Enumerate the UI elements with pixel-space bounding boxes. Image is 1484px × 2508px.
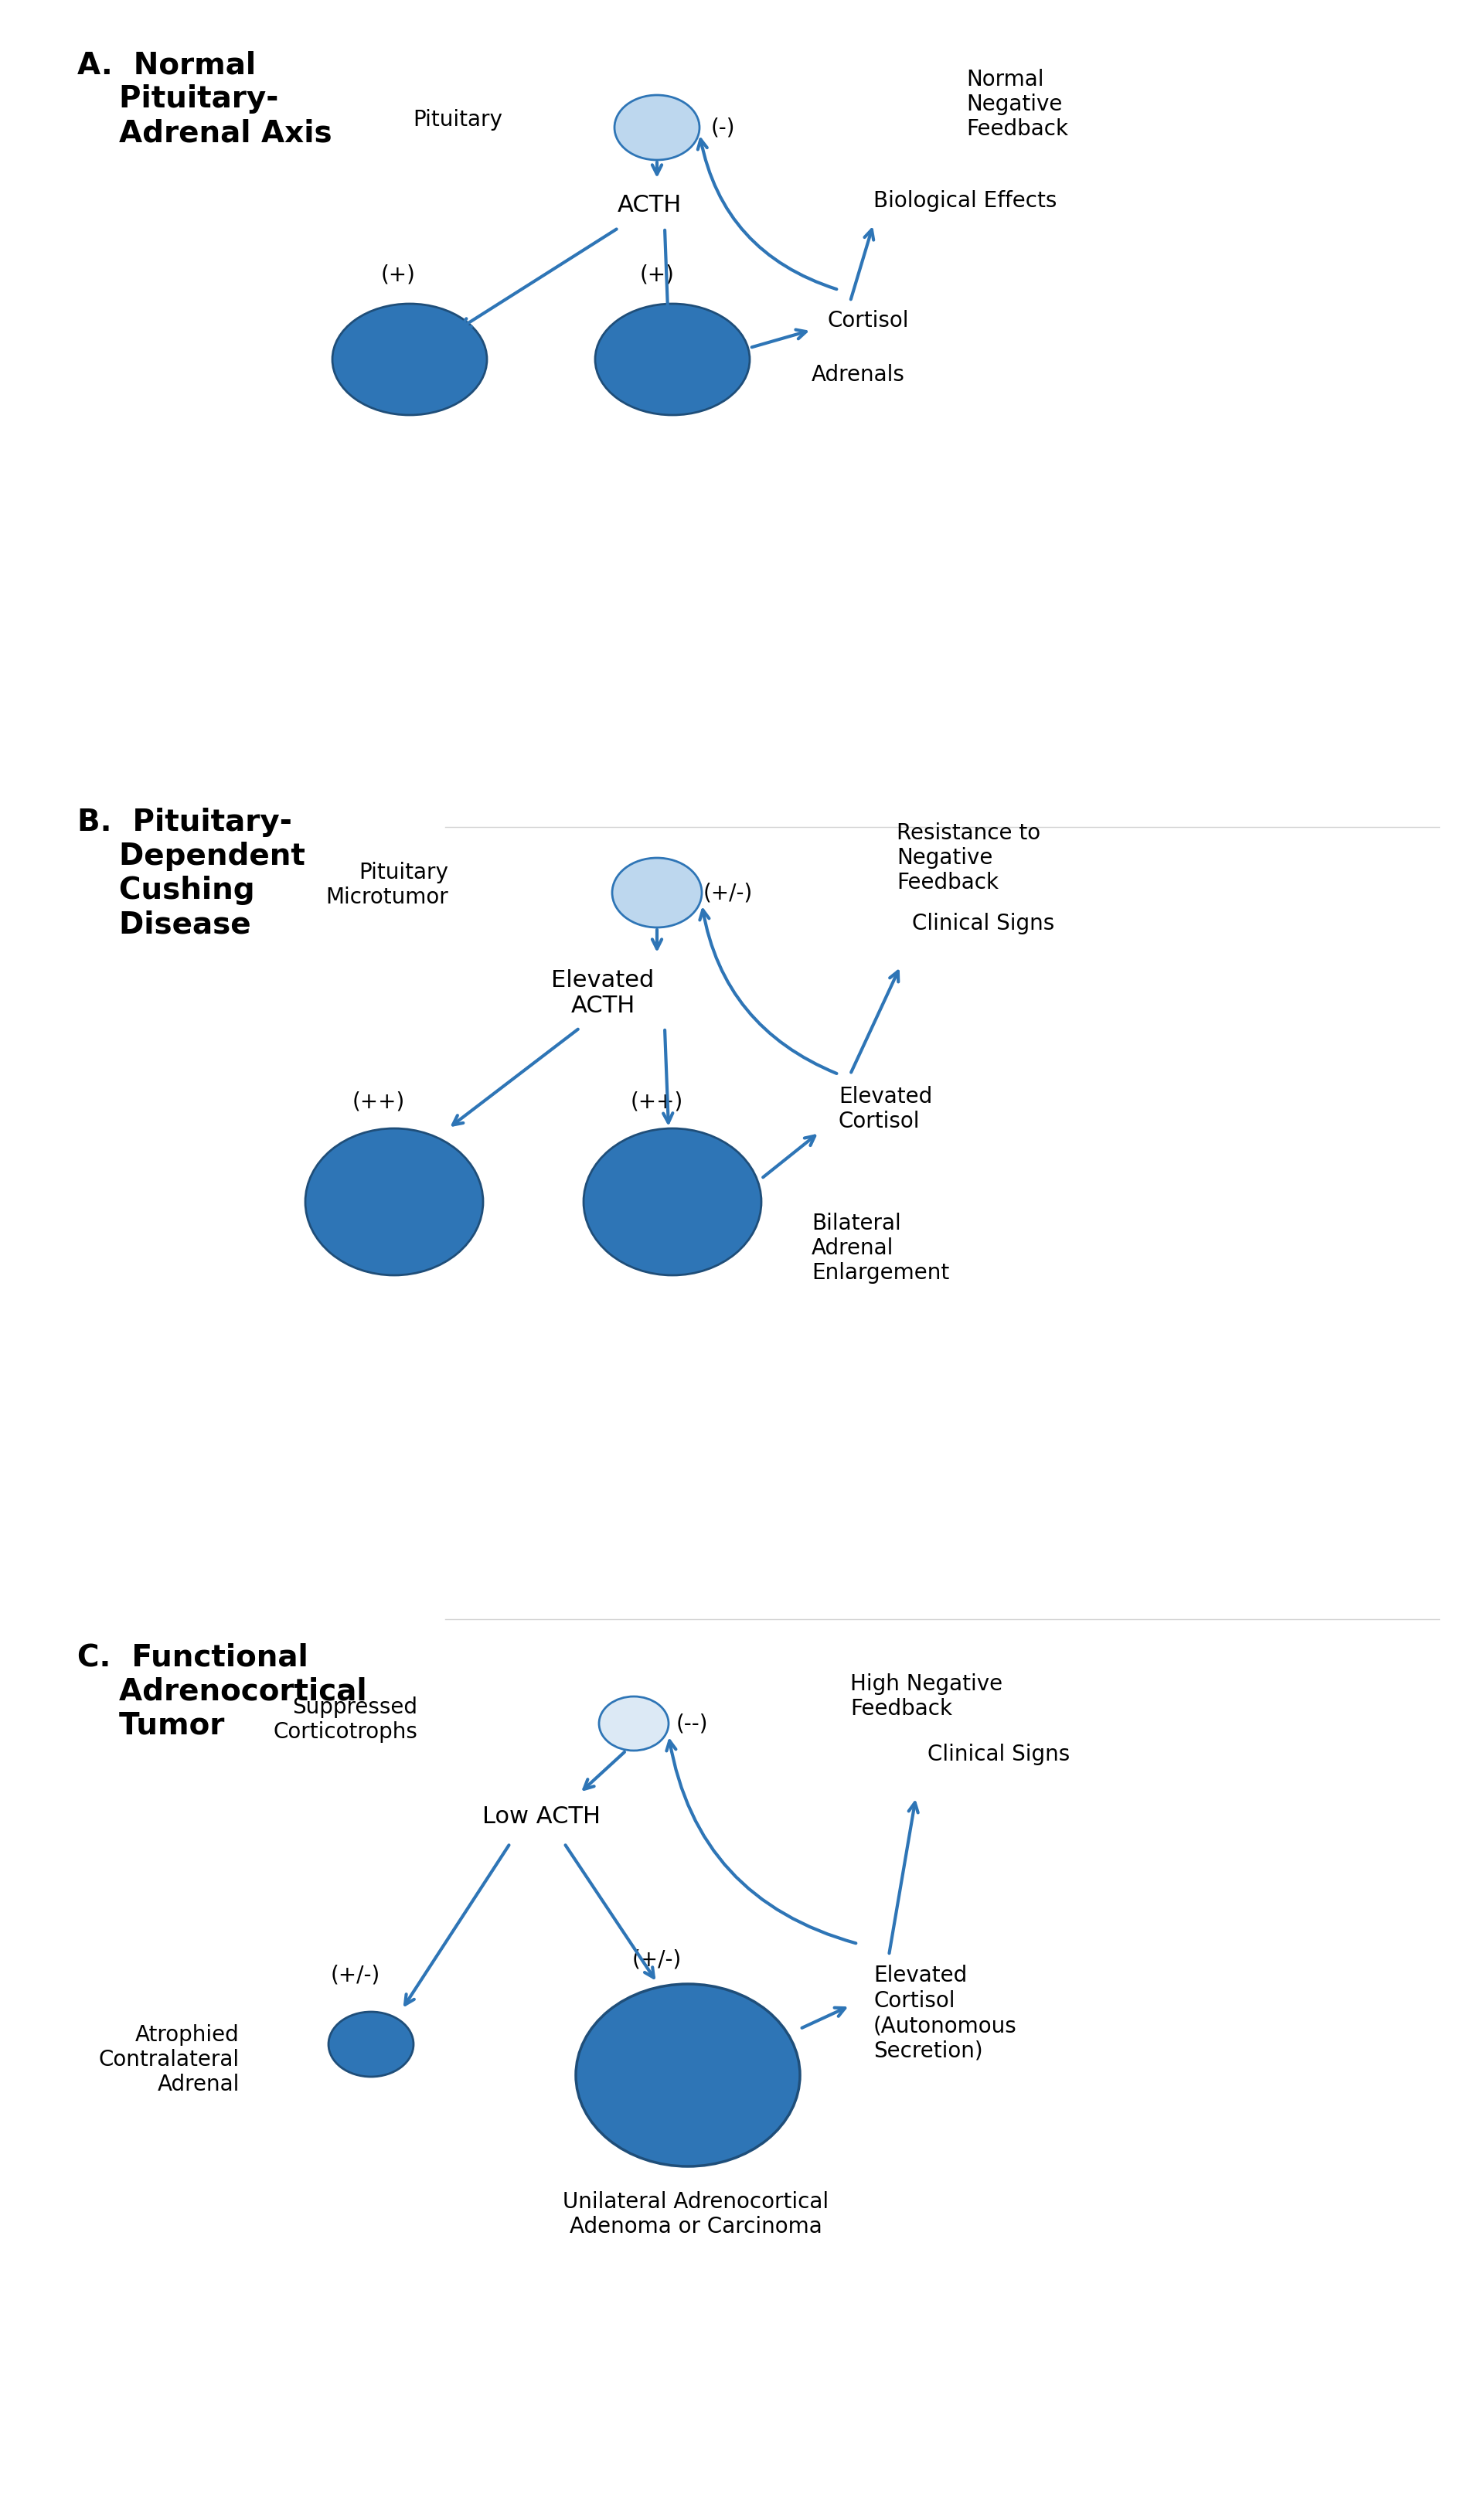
Text: Elevated
ACTH: Elevated ACTH [552,968,654,1018]
Ellipse shape [611,858,702,928]
Text: (+/-): (+/-) [331,1964,380,1986]
Text: (--): (--) [677,1713,708,1736]
Text: A.  Normal
    Pituitary-
    Adrenal Axis: A. Normal Pituitary- Adrenal Axis [77,50,332,148]
Text: Clinical Signs: Clinical Signs [928,1743,1070,1766]
Text: Low ACTH: Low ACTH [482,1806,600,1828]
Ellipse shape [306,1129,484,1274]
Text: B.  Pituitary-
    Dependent
    Cushing
    Disease: B. Pituitary- Dependent Cushing Disease [77,808,306,938]
Text: Pituitary: Pituitary [413,108,503,130]
Text: High Negative
Feedback: High Negative Feedback [850,1673,1003,1720]
Text: Suppressed
Corticotrophs: Suppressed Corticotrophs [273,1695,417,1743]
Text: (+/-): (+/-) [703,883,752,903]
Ellipse shape [583,1129,761,1274]
Ellipse shape [328,2011,414,2077]
Text: (+): (+) [381,263,416,286]
Text: (-): (-) [711,118,736,138]
Text: Biological Effects: Biological Effects [874,191,1057,211]
Text: C.  Functional
    Adrenocortical
    Tumor: C. Functional Adrenocortical Tumor [77,1643,367,1741]
Text: (++): (++) [352,1091,405,1111]
Ellipse shape [595,303,749,414]
Text: (+): (+) [640,263,674,286]
Text: (+/-): (+/-) [632,1949,681,1971]
Ellipse shape [600,1695,669,1751]
Text: (++): (++) [631,1091,683,1111]
Text: ACTH: ACTH [617,193,681,216]
Text: Clinical Signs: Clinical Signs [913,913,1055,935]
Text: Unilateral Adrenocortical
Adenoma or Carcinoma: Unilateral Adrenocortical Adenoma or Car… [562,2192,828,2237]
Text: Resistance to
Negative
Feedback: Resistance to Negative Feedback [896,823,1040,893]
Text: Normal
Negative
Feedback: Normal Negative Feedback [966,68,1068,140]
Text: Elevated
Cortisol: Elevated Cortisol [838,1086,932,1134]
Text: Cortisol: Cortisol [827,311,908,331]
Text: Elevated
Cortisol
(Autonomous
Secretion): Elevated Cortisol (Autonomous Secretion) [874,1964,1017,2062]
Text: Pituitary
Microtumor: Pituitary Microtumor [325,863,448,908]
Text: Atrophied
Contralateral
Adrenal: Atrophied Contralateral Adrenal [99,2024,239,2097]
Text: Bilateral
Adrenal
Enlargement: Bilateral Adrenal Enlargement [812,1211,950,1284]
Ellipse shape [614,95,699,161]
Ellipse shape [576,1984,800,2167]
Ellipse shape [332,303,487,414]
Text: Adrenals: Adrenals [812,364,905,386]
